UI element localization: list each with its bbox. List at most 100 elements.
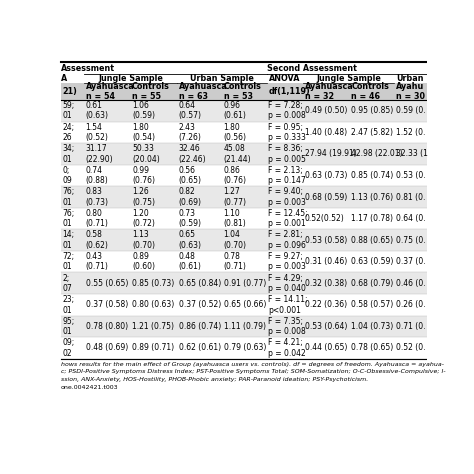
Text: 0.53 (0.58): 0.53 (0.58)	[305, 236, 347, 245]
Text: 0.55 (0.65): 0.55 (0.65)	[86, 279, 128, 288]
Text: 0.96
(0.61): 0.96 (0.61)	[224, 101, 246, 120]
Text: 1.13
(0.70): 1.13 (0.70)	[132, 230, 155, 250]
Text: 0.78 (0.65): 0.78 (0.65)	[351, 344, 394, 353]
Bar	[61, 273, 427, 294]
Text: Second Assessment: Second Assessment	[267, 64, 357, 73]
Text: F = 8.36;
p = 0.005: F = 8.36; p = 0.005	[268, 144, 306, 164]
Text: F = 2.13;
p = 0.147: F = 2.13; p = 0.147	[268, 166, 306, 185]
Text: 0.65 (0.66): 0.65 (0.66)	[224, 301, 266, 310]
Text: 1.11 (0.79): 1.11 (0.79)	[224, 322, 265, 331]
Text: 0.61
(0.63): 0.61 (0.63)	[86, 101, 109, 120]
Text: 0.63 (0.73): 0.63 (0.73)	[305, 171, 347, 180]
Text: 0.37 (0.52): 0.37 (0.52)	[179, 301, 221, 310]
Text: 1.26
(0.75): 1.26 (0.75)	[132, 187, 155, 207]
Bar	[61, 143, 427, 164]
Text: F = 0.95;
p = 0.333: F = 0.95; p = 0.333	[268, 123, 306, 142]
Text: 34;
01: 34; 01	[63, 144, 74, 164]
Text: F = 4.29;
p = 0.040: F = 4.29; p = 0.040	[268, 273, 306, 293]
Text: 0.86
(0.76): 0.86 (0.76)	[224, 166, 246, 185]
Text: 0.68 (0.79): 0.68 (0.79)	[351, 279, 394, 288]
Text: 0.32 (0.38): 0.32 (0.38)	[305, 279, 347, 288]
Text: Jungle Sample: Jungle Sample	[316, 74, 381, 83]
Text: 0.71 (0.: 0.71 (0.	[396, 322, 425, 331]
Text: 0.49 (0.50): 0.49 (0.50)	[305, 106, 347, 115]
Text: c; PSDI-Positive Symptoms Distress Index; PST-Positive Symptoms Total; SOM-Somat: c; PSDI-Positive Symptoms Distress Index…	[61, 370, 446, 374]
Text: 76;
01: 76; 01	[63, 209, 74, 228]
Text: 0.78
(0.71): 0.78 (0.71)	[224, 252, 246, 272]
Text: 45.08
(21.44): 45.08 (21.44)	[224, 144, 251, 164]
Text: 0.91 (0.77): 0.91 (0.77)	[224, 279, 266, 288]
Text: 0.80
(0.71): 0.80 (0.71)	[86, 209, 109, 228]
Text: 0.37 (0.58): 0.37 (0.58)	[86, 301, 128, 310]
Text: 1.80
(0.56): 1.80 (0.56)	[224, 123, 246, 142]
Text: 0.53 (0.: 0.53 (0.	[396, 171, 425, 180]
Text: 0.80 (0.63): 0.80 (0.63)	[132, 301, 174, 310]
Text: 21): 21)	[63, 87, 77, 96]
Text: ssion, ANX-Anxiety, HOS-Hostility, PHOB-Phobic anxiety; PAR-Paranoid ideation; P: ssion, ANX-Anxiety, HOS-Hostility, PHOB-…	[61, 377, 368, 382]
Text: one.0042421.t003: one.0042421.t003	[61, 385, 118, 390]
Text: 0.85 (0.74): 0.85 (0.74)	[351, 171, 394, 180]
Text: 0.52(0.52): 0.52(0.52)	[305, 214, 345, 223]
Text: 0.88 (0.65): 0.88 (0.65)	[351, 236, 393, 245]
Text: 23;
01: 23; 01	[63, 295, 74, 315]
Text: 1.21 (0.75): 1.21 (0.75)	[132, 322, 174, 331]
Text: F = 7.28;
p = 0.008: F = 7.28; p = 0.008	[268, 101, 306, 120]
Text: Ayahu
n = 30: Ayahu n = 30	[396, 82, 425, 101]
Text: Ayahuasca
n = 32: Ayahuasca n = 32	[305, 82, 354, 101]
Text: 1.04 (0.73): 1.04 (0.73)	[351, 322, 394, 331]
Text: 0.46 (0.: 0.46 (0.	[396, 279, 425, 288]
Text: 0.79 (0.63): 0.79 (0.63)	[224, 344, 266, 353]
Text: 0.56
(0.65): 0.56 (0.65)	[179, 166, 201, 185]
Text: 2;
07: 2; 07	[63, 273, 72, 293]
Text: 32.33 (1: 32.33 (1	[396, 149, 428, 158]
Text: 0;
09: 0; 09	[63, 166, 72, 185]
Text: 0.48
(0.61): 0.48 (0.61)	[179, 252, 201, 272]
Text: 1.13 (0.76): 1.13 (0.76)	[351, 192, 393, 201]
Text: 42.98 (22.01): 42.98 (22.01)	[351, 149, 403, 158]
Text: 0.89 (0.71): 0.89 (0.71)	[132, 344, 174, 353]
Bar	[61, 100, 427, 121]
Text: 0.81 (0.: 0.81 (0.	[396, 192, 425, 201]
Text: F = 9.27;
p = 0.003: F = 9.27; p = 0.003	[268, 252, 306, 272]
Text: 0.73
(0.59): 0.73 (0.59)	[179, 209, 201, 228]
Text: 1.20
(0.72): 1.20 (0.72)	[132, 209, 155, 228]
Text: 0.53 (0.64): 0.53 (0.64)	[305, 322, 347, 331]
Text: 1.06
(0.59): 1.06 (0.59)	[132, 101, 155, 120]
Text: 0.95 (0.85): 0.95 (0.85)	[351, 106, 394, 115]
Text: 0.82
(0.69): 0.82 (0.69)	[179, 187, 201, 207]
Text: 0.62 (0.61): 0.62 (0.61)	[179, 344, 221, 353]
Text: F = 7.35;
p = 0.008: F = 7.35; p = 0.008	[268, 317, 306, 336]
Text: Urban: Urban	[397, 74, 424, 83]
Text: 0.89
(0.60): 0.89 (0.60)	[132, 252, 155, 272]
Text: 1.40 (0.48): 1.40 (0.48)	[305, 128, 347, 137]
Text: Assessment: Assessment	[61, 64, 115, 73]
Text: 0.22 (0.36): 0.22 (0.36)	[305, 301, 347, 310]
Bar	[61, 83, 427, 100]
Text: 0.37 (0.: 0.37 (0.	[396, 257, 425, 266]
Text: 0.65
(0.63): 0.65 (0.63)	[179, 230, 201, 250]
Text: 0.58
(0.62): 0.58 (0.62)	[86, 230, 109, 250]
Text: Controls
n = 55: Controls n = 55	[132, 82, 170, 101]
Text: 09;
02: 09; 02	[63, 338, 74, 358]
Text: F = 9.40;
p = 0.003: F = 9.40; p = 0.003	[268, 187, 306, 207]
Text: 0.26 (0.: 0.26 (0.	[396, 301, 425, 310]
Text: 0.65 (0.84): 0.65 (0.84)	[179, 279, 221, 288]
Text: 1.80
(0.54): 1.80 (0.54)	[132, 123, 155, 142]
Text: Urban Sample: Urban Sample	[190, 74, 254, 83]
Text: 1.17 (0.78): 1.17 (0.78)	[351, 214, 393, 223]
Bar	[61, 229, 427, 251]
Text: Ayahuasca
n = 63: Ayahuasca n = 63	[179, 82, 228, 101]
Text: 1.27
(0.77): 1.27 (0.77)	[224, 187, 246, 207]
Text: F = 4.21;
p = 0.042: F = 4.21; p = 0.042	[268, 338, 306, 358]
Text: 27.94 (19.91): 27.94 (19.91)	[305, 149, 356, 158]
Text: 1.52 (0.: 1.52 (0.	[396, 128, 425, 137]
Text: Jungle Sample: Jungle Sample	[98, 74, 163, 83]
Text: 0.59 (0.: 0.59 (0.	[396, 106, 425, 115]
Text: A: A	[61, 74, 67, 83]
Text: F = 14.11;
p<0.001: F = 14.11; p<0.001	[268, 295, 308, 315]
Text: 14;
01: 14; 01	[63, 230, 74, 250]
Text: Ayahuasca
n = 54: Ayahuasca n = 54	[86, 82, 134, 101]
Text: 0.68 (0.59): 0.68 (0.59)	[305, 192, 347, 201]
Text: 0.64
(0.57): 0.64 (0.57)	[179, 101, 201, 120]
Text: 0.63 (0.59): 0.63 (0.59)	[351, 257, 394, 266]
